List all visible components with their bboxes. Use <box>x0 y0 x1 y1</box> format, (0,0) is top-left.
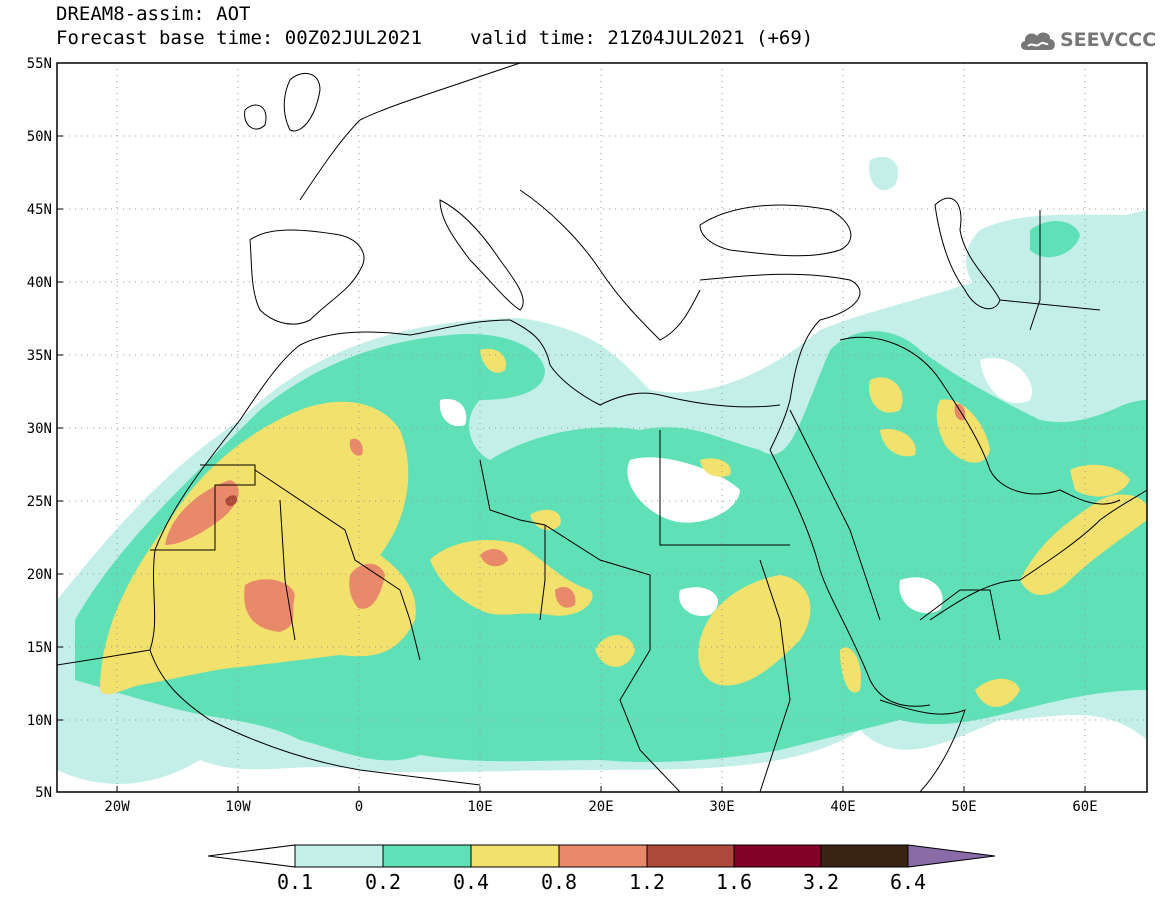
lat-label: 40N <box>27 275 52 291</box>
tick-marks <box>57 135 1086 792</box>
lon-labels: 20W 10W 0 10E 20E 30E 40E 50E 60E <box>104 799 1097 815</box>
lat-label: 45N <box>27 202 52 218</box>
colorbar-high-arrow <box>907 844 996 868</box>
colorbar-label: 0.1 <box>276 870 314 894</box>
colorbar-swatch <box>382 844 472 868</box>
seevccc-logo: SEEVCCC <box>1018 24 1156 56</box>
forecast-times: Forecast base time: 00Z02JUL2021 valid ti… <box>56 28 813 48</box>
lon-label: 10W <box>225 799 251 815</box>
lon-label: 10E <box>467 799 492 815</box>
colorbar-low-arrow <box>207 844 296 868</box>
lat-label: 25N <box>27 494 52 510</box>
valid-time: valid time: 21Z04JUL2021 (+69) <box>470 27 814 49</box>
lat-label: 50N <box>27 129 52 145</box>
lon-label: 20W <box>104 799 130 815</box>
colorbar-swatch <box>470 844 560 868</box>
colorbar-label: 0.2 <box>364 870 402 894</box>
lat-label: 15N <box>27 640 52 656</box>
cloud-icon <box>1020 32 1055 50</box>
colorbar-swatch <box>733 844 822 868</box>
lat-labels: 55N 50N 45N 40N 35N 30N 25N 20N 15N 10N … <box>27 56 52 801</box>
lat-label: 55N <box>27 56 52 72</box>
lat-label: 10N <box>27 713 52 729</box>
lat-label: 30N <box>27 421 52 437</box>
lon-label: 20E <box>588 799 613 815</box>
lat-label: 5N <box>35 785 52 801</box>
lon-label: 0 <box>355 799 363 815</box>
lon-label: 50E <box>951 799 976 815</box>
lon-label: 60E <box>1072 799 1097 815</box>
colorbar-label: 1.2 <box>628 870 666 894</box>
aot-layer-0.8 <box>165 403 966 632</box>
colorbar-swatch <box>646 844 735 868</box>
aot-clear-patches <box>439 358 1032 616</box>
colorbar-label: 0.8 <box>540 870 578 894</box>
lon-label: 30E <box>709 799 734 815</box>
map-title: DREAM8-assim: AOT <box>56 3 251 25</box>
colorbar-swatch <box>294 844 384 868</box>
logo-text: SEEVCCC <box>1060 29 1157 51</box>
colorbar-label: 3.2 <box>802 870 840 894</box>
coastlines <box>57 63 1147 792</box>
colorbar-swatch <box>820 844 909 868</box>
aot-layer-0.4 <box>100 348 1147 707</box>
colorbar-swatch <box>558 844 648 868</box>
lat-label: 20N <box>27 567 52 583</box>
colorbar-label: 6.4 <box>889 870 927 894</box>
lat-label: 35N <box>27 348 52 364</box>
colorbar-label: 0.4 <box>452 870 490 894</box>
colorbar-label: 1.6 <box>715 870 753 894</box>
lon-label: 40E <box>830 799 855 815</box>
base-time: Forecast base time: 00Z02JUL2021 <box>56 27 423 49</box>
colorbar <box>207 844 996 868</box>
